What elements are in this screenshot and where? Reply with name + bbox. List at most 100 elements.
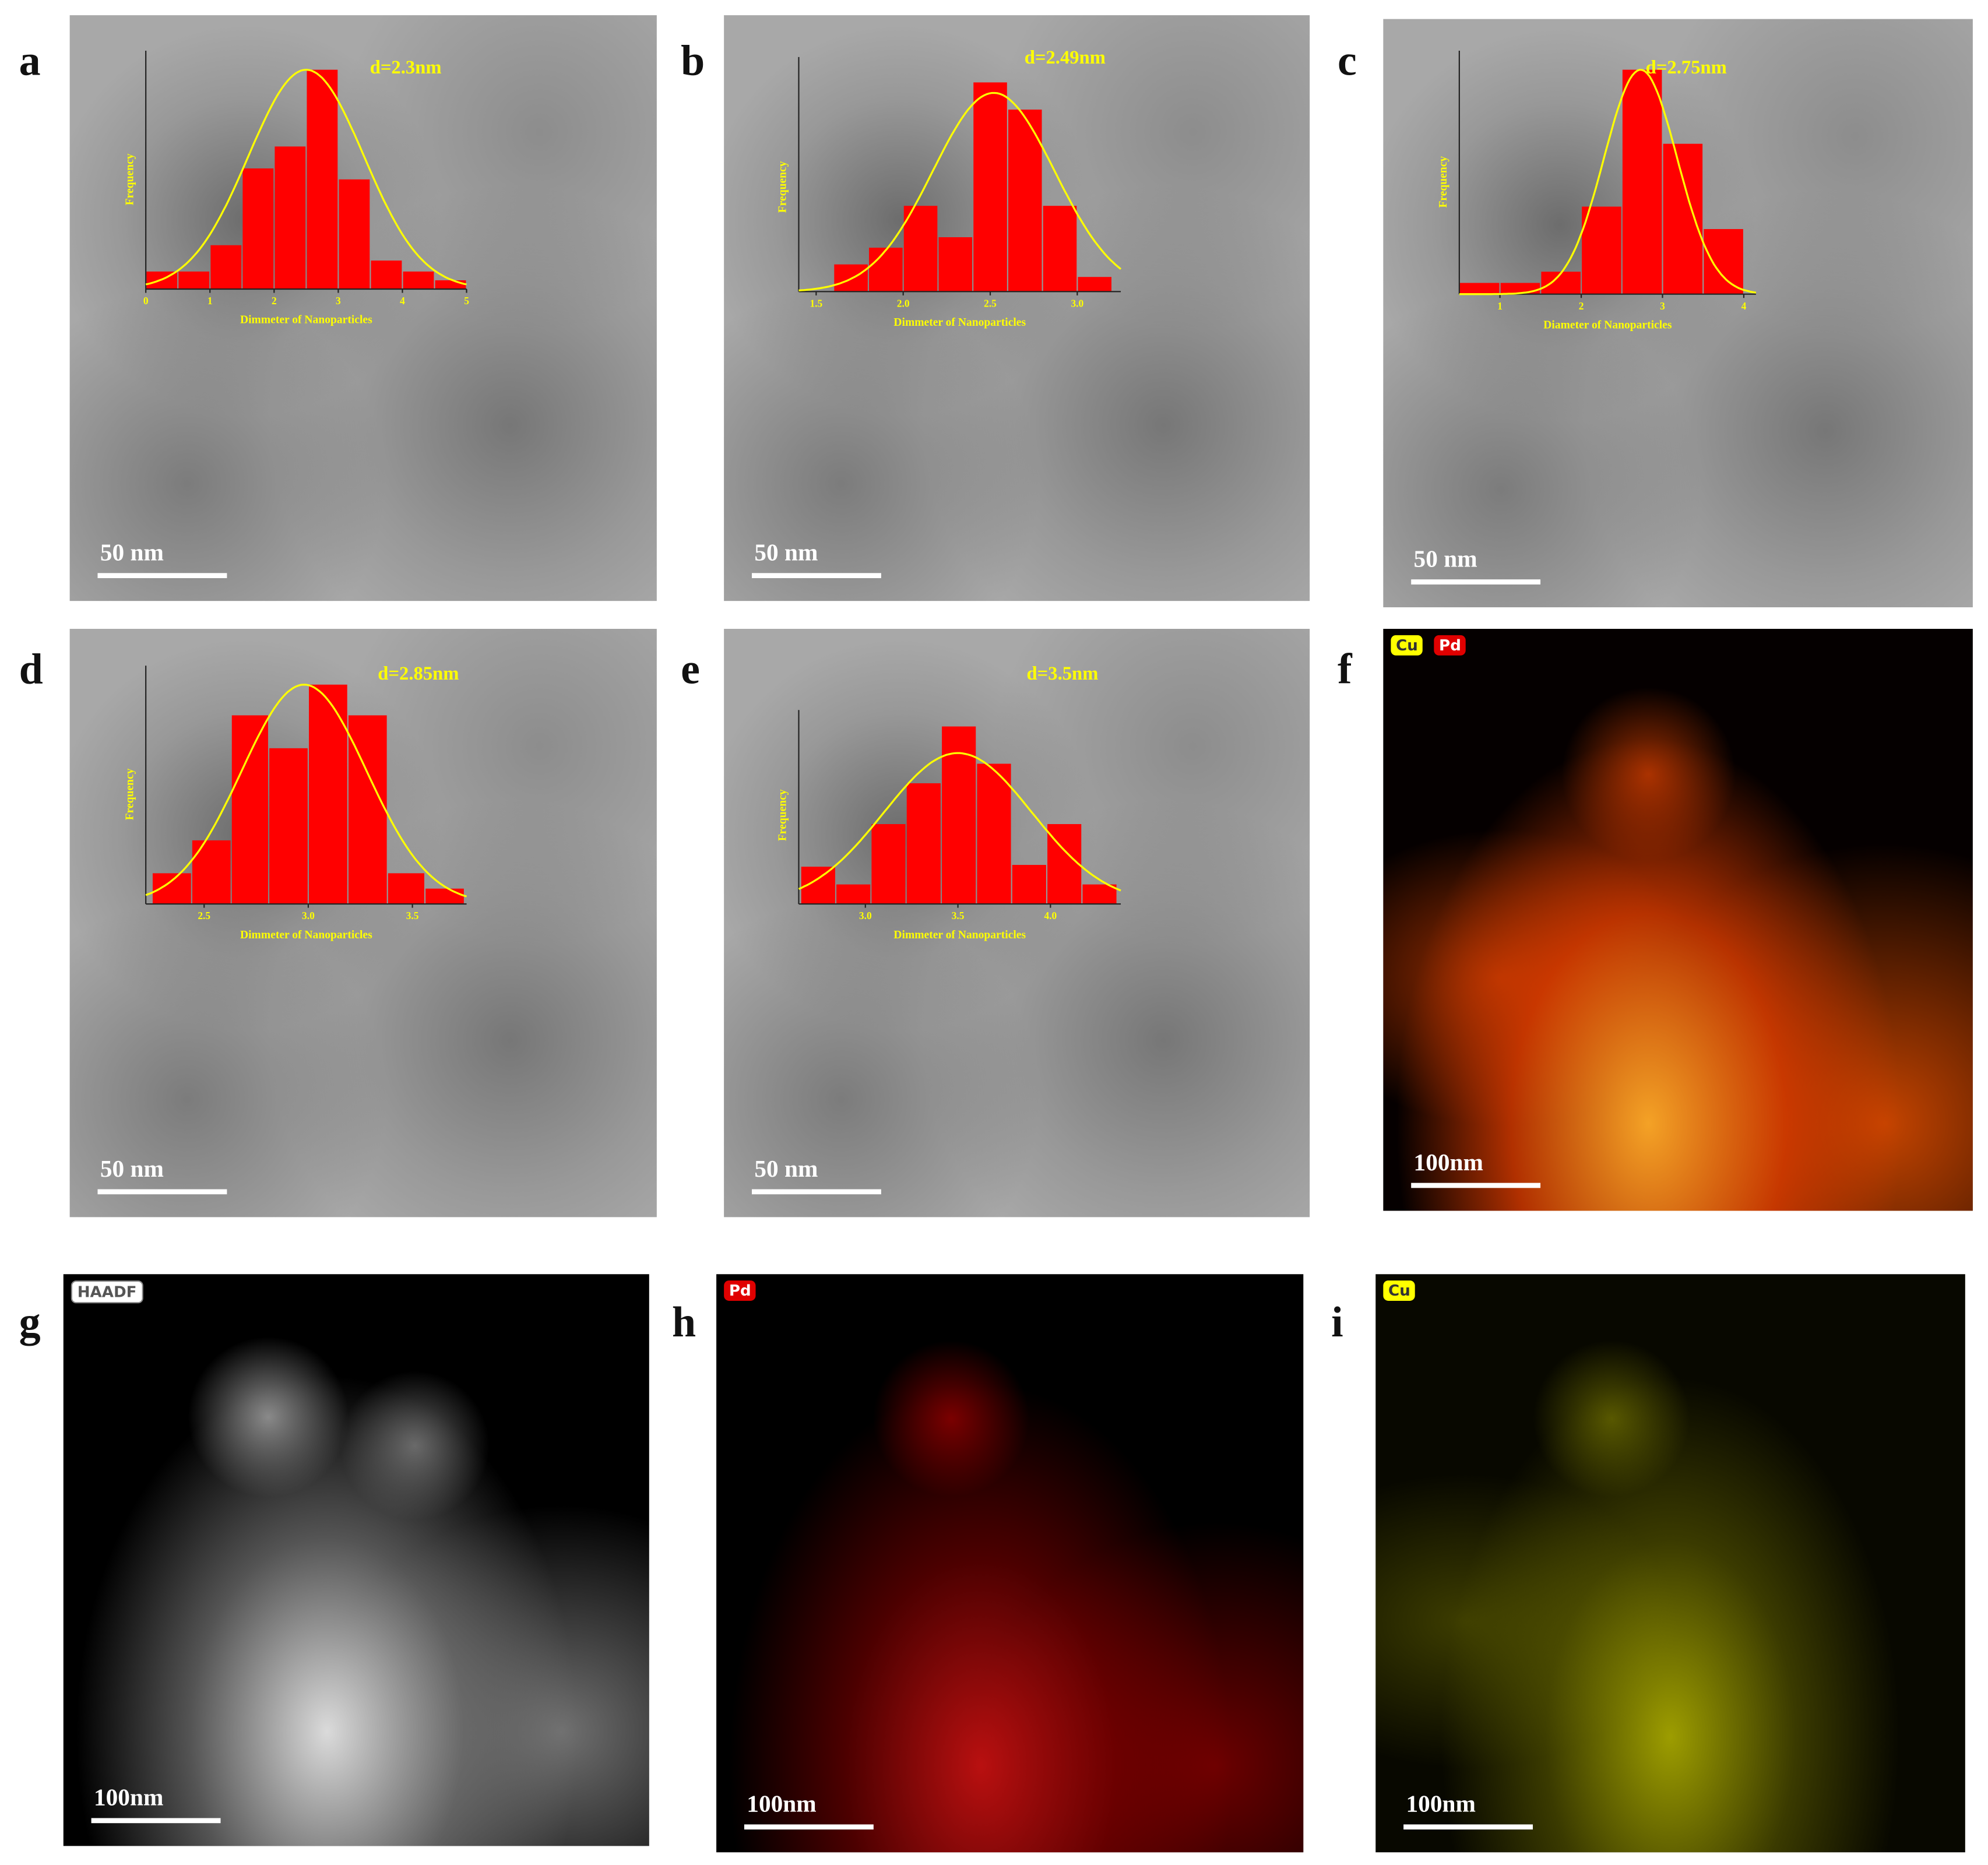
bar: [371, 261, 402, 289]
y-axis-label: Frequency: [124, 768, 136, 820]
fit-curve: [1459, 68, 1757, 295]
scale-bar: [1403, 1824, 1533, 1830]
bar: [269, 748, 308, 905]
y-axis-label: Frequency: [777, 161, 789, 213]
panel-label: e: [681, 646, 701, 694]
x-tick-label: 5: [464, 295, 469, 307]
element-badge: Cu: [1383, 1280, 1416, 1301]
scale-bar: [97, 1189, 227, 1195]
x-tick-label: 1: [1497, 300, 1503, 312]
bar: [836, 884, 871, 905]
bar: [1008, 110, 1042, 292]
panel-label: h: [671, 1299, 696, 1347]
annotation: d=2.75nm: [1646, 57, 1727, 78]
x-tick-label: 2.5: [198, 910, 210, 921]
scale-bar: [91, 1818, 221, 1824]
bar: [388, 873, 424, 905]
x-tick-label: 2: [1579, 300, 1584, 312]
x-tick-label: 3.0: [1071, 297, 1083, 309]
scale-bar-label: 100nm: [93, 1785, 164, 1812]
image-panel: 100nm Cu Pd: [1383, 628, 1973, 1211]
x-tick-label: 3.0: [859, 910, 872, 921]
bar: [1663, 143, 1703, 294]
bar: [403, 271, 434, 289]
x-tick-label: 2: [272, 295, 277, 307]
panel-label: f: [1338, 646, 1352, 694]
element-badge: Pd: [1434, 635, 1466, 656]
bar: [977, 763, 1011, 905]
bar: [869, 247, 903, 292]
scale-bar-label: 50 nm: [754, 1156, 818, 1183]
x-axis-label: Dimmeter of Nanoparticles: [893, 316, 1026, 329]
y-axis-label: Frequency: [777, 789, 789, 841]
scale-bar: [752, 1189, 881, 1195]
y-axis-label: Frequency: [1437, 156, 1449, 208]
scale-bar: [752, 573, 881, 578]
element-badge: HAADF: [71, 1280, 143, 1304]
bar: [435, 280, 466, 289]
image-panel: 100nm Cu: [1375, 1274, 1965, 1853]
panel-label: a: [19, 38, 41, 85]
bar: [178, 271, 210, 289]
bar: [1582, 206, 1621, 294]
x-axis-label: Dimmeter of Nanoparticles: [240, 314, 372, 326]
x-tick-label: 3.0: [302, 910, 315, 921]
x-tick-label: 2.0: [897, 297, 910, 309]
scale-bar: [1411, 579, 1541, 585]
bar: [938, 237, 973, 292]
x-tick-label: 3: [1660, 300, 1665, 312]
annotation: d=3.5nm: [1027, 663, 1099, 684]
bar: [425, 888, 464, 905]
x-tick-label: 0: [143, 295, 149, 307]
scale-bar-label: 100nm: [1406, 1791, 1476, 1818]
x-tick-label: 4: [1741, 300, 1747, 312]
fit-curve: [145, 69, 467, 286]
scale-bar-label: 50 nm: [1413, 546, 1477, 573]
x-tick-label: 4.0: [1044, 910, 1057, 921]
image-panel: 50 nm: [1383, 19, 1973, 608]
annotation: d=2.3nm: [370, 57, 442, 78]
x-tick-label: 2.5: [984, 297, 997, 309]
bar: [871, 824, 906, 905]
image-panel: 100nm HAADF: [63, 1274, 649, 1846]
scale-bar-label: 50 nm: [100, 540, 164, 567]
bar: [210, 245, 242, 289]
element-badge: Pd: [724, 1280, 757, 1301]
panel-label: i: [1331, 1299, 1343, 1347]
panel-label: c: [1338, 38, 1357, 85]
y-axis-label: Frequency: [124, 153, 136, 205]
x-tick-label: 3: [336, 295, 341, 307]
bar: [1082, 884, 1117, 905]
bar: [906, 783, 941, 905]
panel-label: d: [19, 646, 43, 694]
annotation: d=2.85nm: [378, 663, 459, 684]
scale-bar: [97, 573, 227, 578]
panel-label: b: [681, 38, 705, 85]
scale-bar-label: 50 nm: [100, 1156, 164, 1183]
bar: [1541, 272, 1581, 294]
bar: [192, 840, 231, 905]
fit-curve: [798, 752, 1121, 892]
bar: [973, 82, 1007, 292]
bar: [231, 715, 268, 905]
x-tick-label: 1: [207, 295, 213, 307]
bar: [1704, 229, 1743, 294]
x-axis-label: Dimmeter of Nanoparticles: [240, 929, 372, 941]
image-panel: 100nm Pd: [716, 1274, 1304, 1853]
image-panel: 50 nm: [724, 628, 1310, 1217]
scale-bar-label: 100nm: [1413, 1150, 1483, 1177]
scale-bar: [1411, 1183, 1541, 1188]
annotation: d=2.49nm: [1025, 47, 1106, 68]
bar: [1459, 283, 1500, 294]
x-axis-label: Diameter of Nanoparticles: [1543, 319, 1672, 331]
bar: [1012, 865, 1046, 905]
panel-label: g: [19, 1299, 41, 1347]
x-tick-label: 3.5: [952, 910, 965, 921]
bar: [309, 684, 347, 905]
x-tick-label: 3.5: [406, 910, 419, 921]
x-tick-label: 4: [400, 295, 405, 307]
element-badge: Cu: [1391, 635, 1423, 656]
scale-bar-label: 50 nm: [754, 540, 818, 567]
